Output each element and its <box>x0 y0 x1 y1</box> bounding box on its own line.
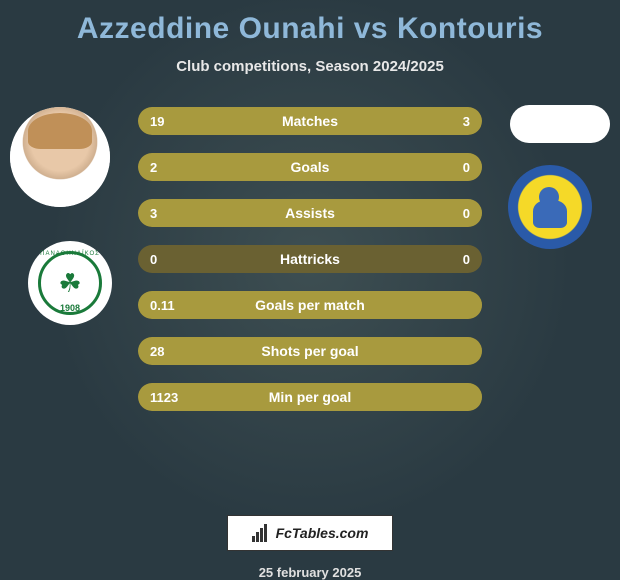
stat-label: Min per goal <box>138 389 482 405</box>
stat-label: Assists <box>138 205 482 221</box>
stat-row: 28Shots per goal <box>138 337 482 365</box>
comparison-area: ΠΑΝΑΘΗΝΑΪΚΟΣ ☘ 1908 19Matches32Goals03As… <box>0 107 620 163</box>
stat-value-right: 0 <box>463 252 470 267</box>
player-right-avatar <box>510 105 610 143</box>
fctables-logo-icon <box>252 524 270 542</box>
page-subtitle: Club competitions, Season 2024/2025 <box>176 58 444 75</box>
stat-label: Matches <box>138 113 482 129</box>
stat-value-right: 0 <box>463 206 470 221</box>
hair-icon <box>28 113 92 149</box>
stat-label: Goals per match <box>138 297 482 313</box>
stat-row: 0Hattricks0 <box>138 245 482 273</box>
stat-value-right: 3 <box>463 114 470 129</box>
stat-value-right: 0 <box>463 160 470 175</box>
club-left-year: 1908 <box>28 303 112 313</box>
stat-row: 19Matches3 <box>138 107 482 135</box>
athlete-icon <box>531 182 569 232</box>
club-right-badge <box>508 165 592 249</box>
stat-label: Hattricks <box>138 251 482 267</box>
site-badge[interactable]: FcTables.com <box>227 515 394 551</box>
stat-row: 1123Min per goal <box>138 383 482 411</box>
stat-label: Goals <box>138 159 482 175</box>
stat-row: 0.11Goals per match <box>138 291 482 319</box>
site-name: FcTables.com <box>276 525 369 541</box>
stat-row: 3Assists0 <box>138 199 482 227</box>
stat-label: Shots per goal <box>138 343 482 359</box>
stats-list: 19Matches32Goals03Assists00Hattricks00.1… <box>138 107 482 411</box>
player-left-avatar <box>10 107 110 207</box>
club-left-badge: ΠΑΝΑΘΗΝΑΪΚΟΣ ☘ 1908 <box>28 241 112 325</box>
stat-row: 2Goals0 <box>138 153 482 181</box>
shamrock-icon: ☘ <box>58 270 81 296</box>
page-title: Azzeddine Ounahi vs Kontouris <box>77 12 543 46</box>
date-label: 25 february 2025 <box>259 565 362 580</box>
